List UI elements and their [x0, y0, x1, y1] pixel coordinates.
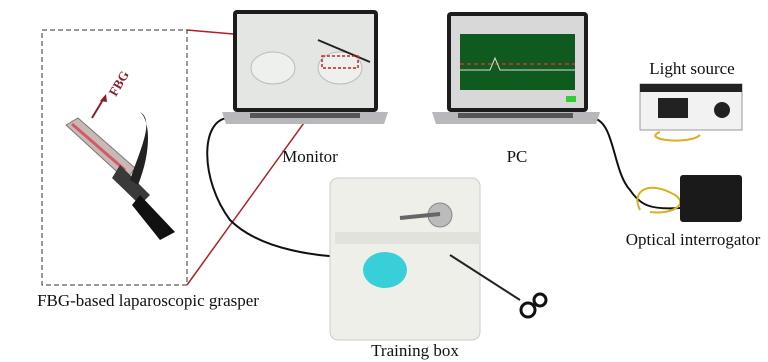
monitor-laptop: [222, 10, 388, 124]
grasper-label: FBG-based laparoscopic grasper: [37, 291, 259, 310]
pc-laptop: [432, 12, 600, 124]
training-box: [330, 178, 546, 340]
light-source: [640, 84, 742, 130]
fbg-arrowhead: [100, 94, 107, 102]
training-box-label: Training box: [371, 341, 459, 360]
monitor-label: Monitor: [282, 147, 338, 166]
optical-interrogator: [680, 175, 742, 222]
fbg-label: FBG: [106, 68, 132, 99]
grasper: [66, 112, 175, 240]
optical-interrogator-label: Optical interrogator: [626, 230, 761, 249]
pc-label: PC: [507, 147, 528, 166]
cable: [592, 118, 680, 208]
light-source-label: Light source: [649, 59, 734, 78]
diagram: FBG Monitor PC Light source Optical in: [0, 0, 768, 362]
